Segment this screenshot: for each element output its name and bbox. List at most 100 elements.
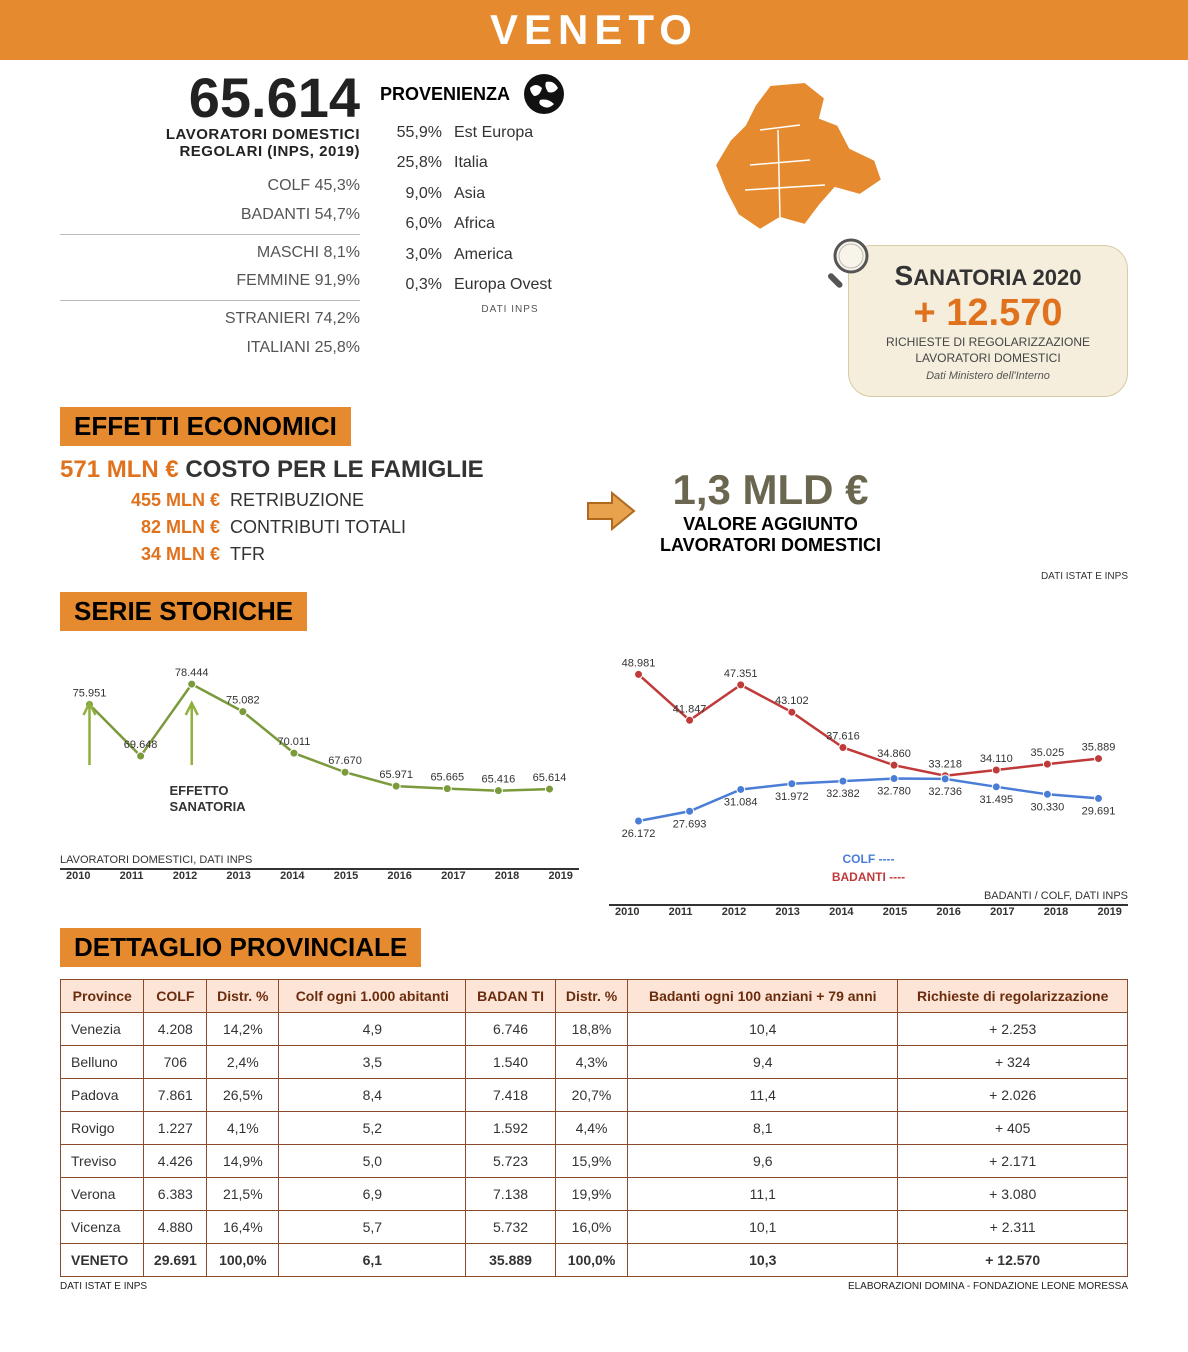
table-footer-left: DATI ISTAT E INPS bbox=[60, 1281, 147, 1292]
chart1-caption: LAVORATORI DOMESTICI, DATI INPS bbox=[60, 854, 579, 866]
effetti-line: 34 MLN €TFR bbox=[60, 544, 560, 565]
year-label: 2015 bbox=[334, 870, 358, 882]
year-label: 2013 bbox=[775, 906, 799, 918]
effetti-right-sub1: VALORE AGGIUNTO bbox=[660, 514, 881, 535]
chart2-caption: BADANTI / COLF, DATI INPS bbox=[609, 890, 1128, 902]
svg-text:41.847: 41.847 bbox=[673, 703, 707, 715]
svg-text:75.951: 75.951 bbox=[73, 688, 107, 700]
table-header: COLF bbox=[144, 980, 207, 1013]
effetti-block: 571 MLN € COSTO PER LE FAMIGLIE 455 MLN … bbox=[60, 456, 1128, 582]
headline-number: 65.614 bbox=[60, 70, 360, 126]
provenienza-row: 55,9%Est Europa bbox=[380, 118, 640, 148]
table-row: Rovigo1.2274,1%5,21.5924,4%8,1+ 405 bbox=[61, 1112, 1128, 1145]
table-header: BADAN TI bbox=[466, 980, 556, 1013]
map-sanatoria-col: SANATORIA 2020 + 12.570 RICHIESTE DI REG… bbox=[660, 70, 1128, 397]
svg-text:32.780: 32.780 bbox=[877, 786, 911, 798]
globe-icon bbox=[520, 70, 568, 118]
effetti-line: 82 MLN €CONTRIBUTI TOTALI bbox=[60, 517, 560, 538]
table-header: Badanti ogni 100 anziani + 79 anni bbox=[628, 980, 898, 1013]
svg-text:35.889: 35.889 bbox=[1082, 742, 1116, 754]
header-stats-col: 65.614 LAVORATORI DOMESTICI REGOLARI (IN… bbox=[60, 70, 360, 397]
header-stat: ITALIANI 25,8% bbox=[60, 334, 360, 363]
svg-text:33.218: 33.218 bbox=[928, 759, 962, 771]
year-label: 2011 bbox=[120, 870, 144, 882]
effetti-line: 455 MLN €RETRIBUZIONE bbox=[60, 490, 560, 511]
year-label: 2015 bbox=[883, 906, 907, 918]
magnifier-icon bbox=[827, 234, 881, 288]
svg-text:37.616: 37.616 bbox=[826, 731, 860, 743]
sanatoria-value: + 12.570 bbox=[867, 292, 1109, 335]
table-row: Vicenza4.88016,4%5,75.73216,0%10,1+ 2.31… bbox=[61, 1211, 1128, 1244]
effetti-source: DATI ISTAT E INPS bbox=[60, 571, 1128, 582]
year-label: 2018 bbox=[495, 870, 519, 882]
svg-text:30.330: 30.330 bbox=[1031, 801, 1065, 813]
provenienza-source: DATI INPS bbox=[380, 304, 640, 315]
year-label: 2010 bbox=[66, 870, 90, 882]
provenienza-row: 0,3%Europa Ovest bbox=[380, 270, 640, 300]
section-effetti: EFFETTI ECONOMICI bbox=[60, 407, 351, 446]
chart-totale: 75.95169.64878.44475.08270.01167.67065.9… bbox=[60, 645, 579, 918]
year-label: 2016 bbox=[936, 906, 960, 918]
sanatoria-source: Dati Ministero dell'Interno bbox=[867, 370, 1109, 382]
svg-text:65.614: 65.614 bbox=[533, 772, 567, 784]
svg-text:EFFETTO: EFFETTO bbox=[170, 783, 229, 798]
table-footer-right: ELABORAZIONI DOMINA - FONDAZIONE LEONE M… bbox=[848, 1281, 1128, 1292]
provenienza-row: 25,8%Italia bbox=[380, 148, 640, 178]
provenienza-row: 3,0%America bbox=[380, 240, 640, 270]
chart-split: 48.981 41.847 47.351 43.102 37.616 34.860 33.2… bbox=[609, 645, 1128, 918]
year-label: 2019 bbox=[548, 870, 572, 882]
svg-text:31.972: 31.972 bbox=[775, 791, 809, 803]
year-label: 2012 bbox=[722, 906, 746, 918]
year-label: 2019 bbox=[1097, 906, 1121, 918]
svg-text:34.860: 34.860 bbox=[877, 748, 911, 760]
table-header: Richieste di regolarizzazione bbox=[898, 980, 1128, 1013]
svg-text:29.691: 29.691 bbox=[1082, 806, 1116, 818]
svg-text:31.084: 31.084 bbox=[724, 797, 758, 809]
year-label: 2013 bbox=[226, 870, 250, 882]
table-header: Province bbox=[61, 980, 144, 1013]
year-label: 2014 bbox=[829, 906, 853, 918]
svg-text:27.693: 27.693 bbox=[673, 818, 707, 830]
headline-sub2: REGOLARI (INPS, 2019) bbox=[60, 143, 360, 160]
sanatoria-sub1: RICHIESTE DI REGOLARIZZAZIONE bbox=[867, 335, 1109, 351]
svg-text:67.670: 67.670 bbox=[328, 755, 362, 767]
table-row: Venezia4.20814,2%4,96.74618,8%10,4+ 2.25… bbox=[61, 1013, 1128, 1046]
year-label: 2012 bbox=[173, 870, 197, 882]
header-stat: STRANIERI 74,2% bbox=[60, 305, 360, 334]
table-header: Distr. % bbox=[555, 980, 627, 1013]
provenienza-title: PROVENIENZA bbox=[380, 84, 510, 105]
table-row: Verona6.38321,5%6,97.13819,9%11,1+ 3.080 bbox=[61, 1178, 1128, 1211]
sanatoria-title-rest: ANATORIA 2020 bbox=[913, 265, 1081, 290]
svg-text:48.981: 48.981 bbox=[622, 658, 656, 670]
effetti-right-sub2: LAVORATORI DOMESTICI bbox=[660, 535, 881, 556]
svg-text:78.444: 78.444 bbox=[175, 667, 209, 679]
svg-text:65.971: 65.971 bbox=[379, 769, 413, 781]
year-label: 2017 bbox=[441, 870, 465, 882]
headline-sub1: LAVORATORI DOMESTICI bbox=[60, 126, 360, 143]
effetti-right-val: 1,3 MLD € bbox=[660, 466, 881, 514]
svg-text:32.382: 32.382 bbox=[826, 788, 860, 800]
year-label: 2018 bbox=[1044, 906, 1068, 918]
header-stat: FEMMINE 91,9% bbox=[60, 267, 360, 296]
title-bar: VENETO bbox=[0, 0, 1188, 60]
svg-text:47.351: 47.351 bbox=[724, 668, 758, 680]
svg-text:43.102: 43.102 bbox=[775, 695, 809, 707]
table-row: Belluno7062,4%3,51.5404,3%9,4+ 324 bbox=[61, 1046, 1128, 1079]
provenienza-row: 9,0%Asia bbox=[380, 179, 640, 209]
table-row: Padova7.86126,5%8,47.41820,7%11,4+ 2.026 bbox=[61, 1079, 1128, 1112]
year-label: 2014 bbox=[280, 870, 304, 882]
section-serie: SERIE STORICHE bbox=[60, 592, 307, 631]
header-stat: BADANTI 54,7% bbox=[60, 201, 360, 230]
provenienza-col: PROVENIENZA 55,9%Est Europa25,8%Italia9,… bbox=[380, 70, 640, 397]
svg-text:75.082: 75.082 bbox=[226, 695, 260, 707]
table-header: Colf ogni 1.000 abitanti bbox=[279, 980, 466, 1013]
table-total-row: VENETO29.691100,0%6,135.889100,0%10,3+ 1… bbox=[61, 1244, 1128, 1277]
section-dettaglio: DETTAGLIO PROVINCIALE bbox=[60, 928, 421, 967]
svg-text:31.495: 31.495 bbox=[979, 794, 1013, 806]
table-row: Treviso4.42614,9%5,05.72315,9%9,6+ 2.171 bbox=[61, 1145, 1128, 1178]
legend-badanti: BADANTI ---- bbox=[832, 870, 905, 884]
svg-text:69.648: 69.648 bbox=[124, 739, 158, 751]
effetti-headline-label: COSTO PER LE FAMIGLIE bbox=[185, 456, 483, 483]
charts-row: 75.95169.64878.44475.08270.01167.67065.9… bbox=[60, 645, 1128, 918]
svg-text:26.172: 26.172 bbox=[622, 828, 656, 840]
